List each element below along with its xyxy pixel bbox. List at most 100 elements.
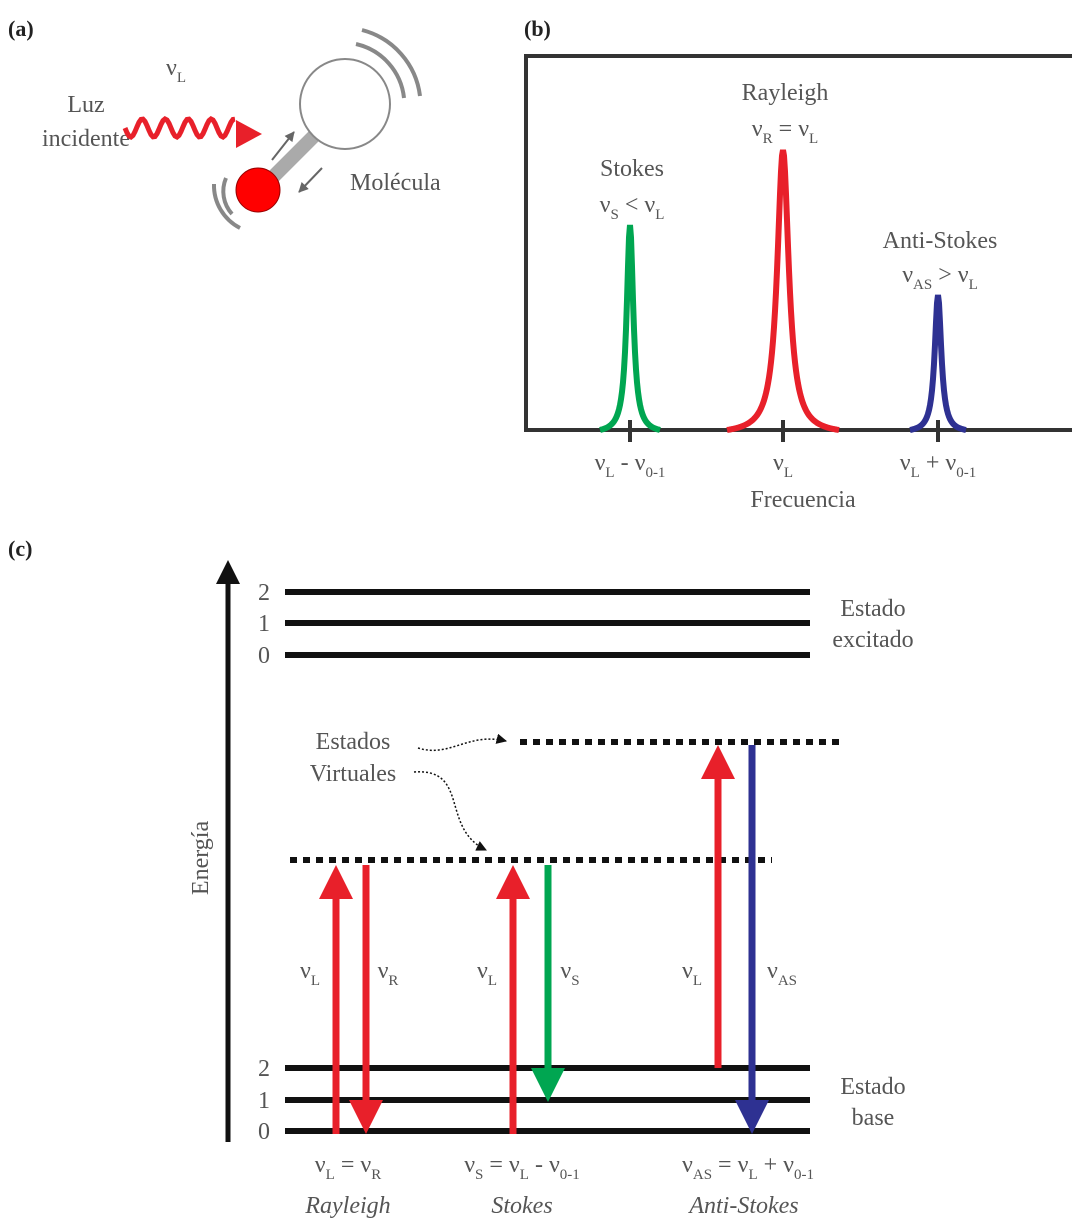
state-label: Estado xyxy=(840,1074,905,1100)
energy-arrowhead xyxy=(216,560,240,584)
peak xyxy=(909,294,967,433)
formula-part: ν xyxy=(560,958,571,984)
formula: νL xyxy=(166,55,186,86)
formula-part: ν xyxy=(315,1152,326,1178)
subscript: L xyxy=(693,973,702,989)
formula-part: < ν xyxy=(619,192,656,218)
formula-part: ν xyxy=(900,450,911,476)
subscript: S xyxy=(571,973,579,989)
atom xyxy=(235,167,281,213)
level-number: 0 xyxy=(258,1119,270,1145)
panel-label: (b) xyxy=(524,16,551,41)
subscript: L xyxy=(520,1167,529,1183)
subscript: AS xyxy=(693,1167,712,1183)
state-label: base xyxy=(852,1105,895,1131)
formula: νL = νR xyxy=(315,1152,381,1183)
subscript: L xyxy=(784,465,793,481)
light-arrowhead xyxy=(236,120,262,148)
motion-arrow xyxy=(298,167,323,193)
subscript: L xyxy=(748,1167,757,1183)
arrowhead xyxy=(349,1100,383,1134)
formula: νL - ν0-1 xyxy=(595,450,666,481)
subscript: 0-1 xyxy=(956,465,976,481)
subscript: L xyxy=(911,465,920,481)
subscript: AS xyxy=(778,973,797,989)
panel-label: (a) xyxy=(8,16,34,41)
subscript: L xyxy=(969,277,978,293)
formula: νR xyxy=(378,958,399,989)
formula: νAS = νL + ν0-1 xyxy=(682,1152,814,1183)
molecule-label: Molécula xyxy=(350,170,441,196)
axis-label: Frecuencia xyxy=(750,487,856,513)
formula: νL xyxy=(300,958,320,989)
formula: νL + ν0-1 xyxy=(900,450,976,481)
peak-name: Stokes xyxy=(600,156,664,182)
peak xyxy=(726,149,840,433)
subscript: L xyxy=(326,1167,335,1183)
formula-part: ν xyxy=(595,450,606,476)
arrowhead xyxy=(319,865,353,899)
panel-label: (c) xyxy=(8,536,32,561)
pointer xyxy=(417,733,508,752)
peak-name: Rayleigh xyxy=(742,80,829,106)
process-name: Stokes xyxy=(491,1193,552,1219)
formula-part: + ν xyxy=(758,1152,795,1178)
peak-name: Anti-Stokes xyxy=(883,228,998,254)
vibration-arc xyxy=(355,42,406,99)
spectrum-frame xyxy=(524,54,1072,432)
subscript: R xyxy=(388,973,398,989)
subscript: L xyxy=(809,131,818,147)
formula-part: = ν xyxy=(335,1152,372,1178)
arrowhead xyxy=(496,865,530,899)
atom xyxy=(299,58,391,150)
formula-part: ν xyxy=(600,192,611,218)
formula-part: ν xyxy=(773,450,784,476)
light-wave xyxy=(122,116,236,140)
formula-part: ν xyxy=(477,958,488,984)
pointer xyxy=(413,771,487,851)
formula: νAS > νL xyxy=(902,262,978,293)
formula-part: ν xyxy=(166,55,177,81)
formula-part: > ν xyxy=(932,262,969,288)
subscript: 0-1 xyxy=(560,1167,580,1183)
subscript: L xyxy=(655,207,664,223)
formula: νAS xyxy=(767,958,797,989)
level-number: 2 xyxy=(258,1056,270,1082)
subscript: S xyxy=(610,207,618,223)
arrowhead xyxy=(701,745,735,779)
virtual-label: Estados xyxy=(316,729,391,755)
subscript: R xyxy=(763,131,773,147)
formula: νL xyxy=(682,958,702,989)
formula-part: ν xyxy=(902,262,913,288)
state-label: Estado xyxy=(840,596,905,622)
formula: νL xyxy=(477,958,497,989)
subscript: L xyxy=(311,973,320,989)
subscript: L xyxy=(177,70,186,86)
formula-part: ν xyxy=(378,958,389,984)
formula-part: = ν xyxy=(483,1152,520,1178)
level-number: 1 xyxy=(258,611,270,637)
light-label: Luz xyxy=(67,92,104,118)
formula-part: = ν xyxy=(712,1152,749,1178)
level-number: 2 xyxy=(258,580,270,606)
virtual-label: Virtuales xyxy=(310,761,397,787)
formula-part: - ν xyxy=(529,1152,560,1178)
virtual-levels xyxy=(290,739,845,863)
formula: νR = νL xyxy=(752,116,818,147)
formula-part: + ν xyxy=(920,450,957,476)
formula-part: ν xyxy=(767,958,778,984)
formula: νS = νL - ν0-1 xyxy=(464,1152,580,1183)
subscript: R xyxy=(371,1167,381,1183)
vibration-arc xyxy=(221,177,234,216)
state-label: excitado xyxy=(832,627,913,653)
subscript: 0-1 xyxy=(645,465,665,481)
formula: νS xyxy=(560,958,579,989)
formula-part: ν xyxy=(682,958,693,984)
subscript: L xyxy=(605,465,614,481)
arrowhead xyxy=(531,1068,565,1102)
formula: νL xyxy=(773,450,793,481)
level-number: 0 xyxy=(258,643,270,669)
formula-part: ν xyxy=(300,958,311,984)
formula-part: - ν xyxy=(615,450,646,476)
